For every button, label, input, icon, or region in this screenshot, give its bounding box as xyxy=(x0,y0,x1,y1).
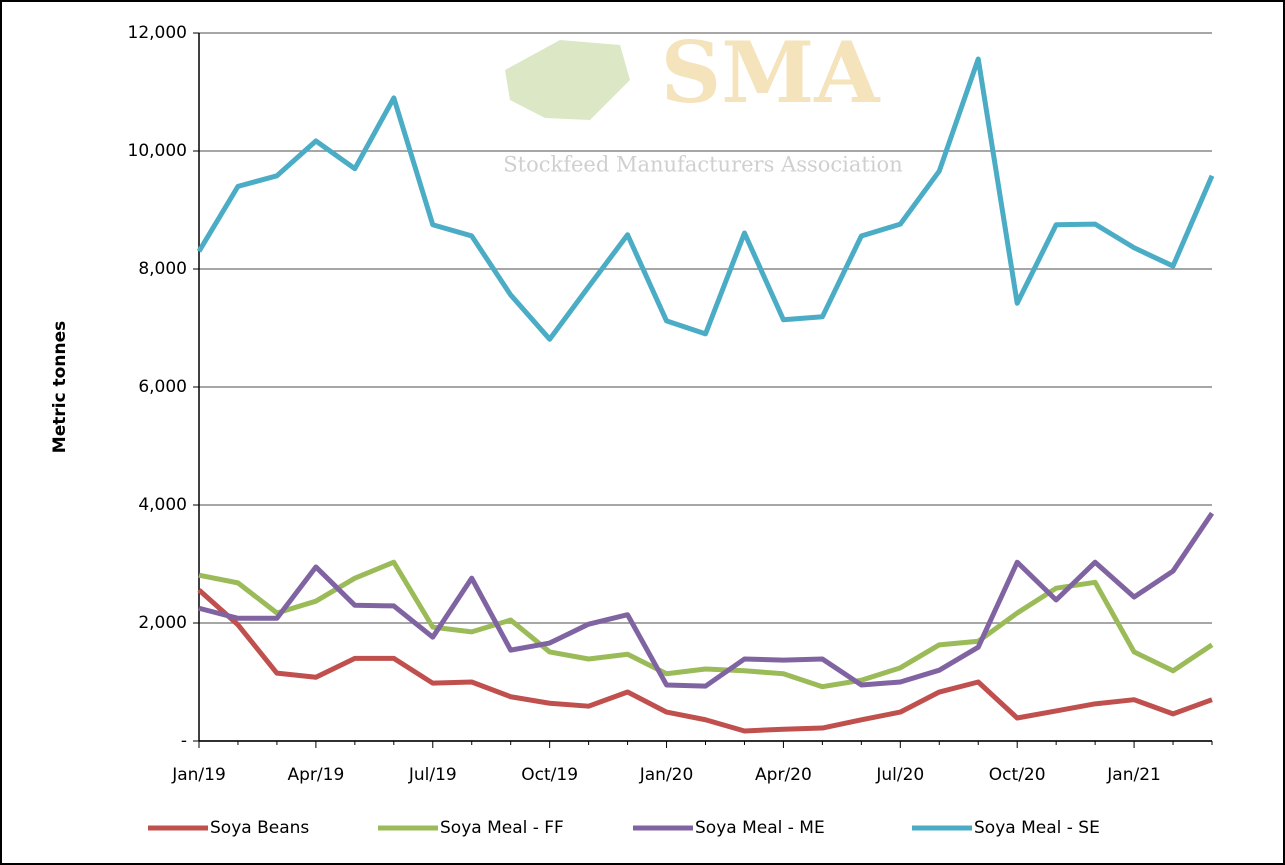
watermark-map xyxy=(505,40,630,120)
legend-label: Soya Beans xyxy=(210,818,309,838)
watermark-title: SMA xyxy=(661,23,882,122)
x-tick-label: Jul/19 xyxy=(408,765,457,785)
x-tick-label: Oct/19 xyxy=(521,765,578,785)
x-tick-label: Jan/20 xyxy=(639,765,694,785)
y-tick-label: 6,000 xyxy=(138,377,187,397)
series-line xyxy=(198,559,1214,690)
legend-label: Soya Meal - SE xyxy=(974,818,1100,838)
x-tick-label: Oct/20 xyxy=(989,765,1046,785)
legend-label: Soya Meal - FF xyxy=(440,818,564,838)
legend-label: Soya Meal - ME xyxy=(695,818,825,838)
x-tick-label: Jan/19 xyxy=(171,765,226,785)
y-axis-label: Metric tonnes xyxy=(50,321,70,453)
y-tick-label: 8,000 xyxy=(138,259,187,279)
y-tick-label: 10,000 xyxy=(128,141,187,161)
series-line xyxy=(196,56,1215,342)
x-tick-label: Apr/20 xyxy=(755,765,812,785)
series-line xyxy=(198,511,1215,689)
y-tick-label: 12,000 xyxy=(128,23,187,43)
y-tick-label: - xyxy=(181,731,187,751)
x-tick-label: Jul/20 xyxy=(875,765,924,785)
watermark-subtitle: Stockfeed Manufacturers Association xyxy=(503,153,902,177)
series-line xyxy=(197,588,1213,734)
x-tick-label: Apr/19 xyxy=(287,765,344,785)
watermark: SMA Stockfeed Manufacturers Association xyxy=(503,23,902,177)
y-tick-label: 2,000 xyxy=(138,613,187,633)
y-tick-label: 4,000 xyxy=(138,495,187,515)
x-tick-label: Jan/21 xyxy=(1106,765,1161,785)
